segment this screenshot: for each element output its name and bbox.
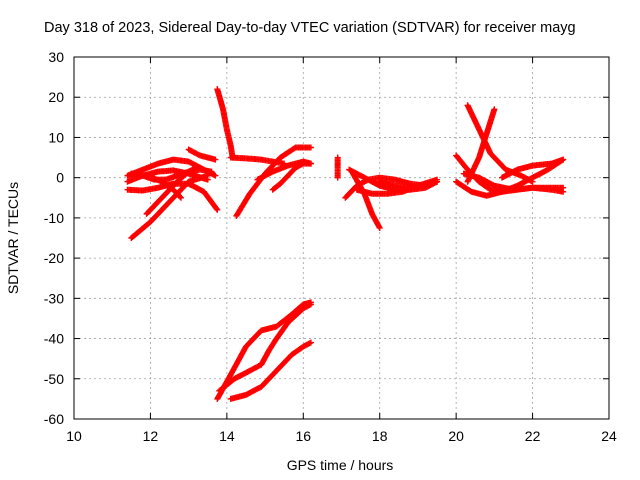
series-arc-09: [214, 86, 236, 161]
series-arc-19: [376, 178, 441, 191]
x-tick-label: 10: [66, 428, 82, 444]
data-point: [177, 193, 184, 200]
y-tick-label: -20: [44, 250, 64, 266]
y-tick-label: 10: [48, 129, 64, 145]
data-point: [178, 194, 184, 201]
y-tick-label: -40: [44, 331, 64, 347]
y-tick-label: 20: [48, 89, 64, 105]
x-tick-label: 18: [372, 428, 388, 444]
x-tick-label: 20: [448, 428, 464, 444]
data-point: [560, 156, 567, 163]
series-arc-22: [464, 106, 498, 185]
data-point: [193, 164, 200, 171]
data-point: [204, 172, 211, 179]
data-point: [213, 205, 220, 212]
data-point: [560, 188, 567, 195]
data-point: [307, 160, 314, 167]
plot-frame: [73, 56, 610, 420]
data-point: [208, 168, 215, 175]
series-arc-13: [269, 160, 314, 193]
data-point: [334, 174, 341, 181]
y-tick-label: -10: [44, 210, 64, 226]
data-point: [214, 206, 221, 213]
series-arc-24: [460, 170, 567, 195]
x-axis-label: GPS time / hours: [287, 457, 394, 473]
x-tick-label: 16: [295, 428, 311, 444]
data-point: [434, 178, 441, 185]
series-arc-14: [334, 154, 341, 181]
series-arc-28: [227, 339, 314, 402]
y-axis-label: SDTVAR / TECUs: [5, 182, 21, 294]
axis-ticks: [73, 56, 610, 420]
series-arc-06: [143, 164, 200, 217]
y-tick-label: 0: [56, 170, 64, 186]
y-tick-label: -30: [44, 290, 64, 306]
data-point: [307, 144, 314, 151]
data-point: [307, 301, 314, 308]
data-point: [307, 339, 314, 346]
series-arc-08: [185, 146, 219, 163]
x-tick-label: 12: [143, 428, 159, 444]
series-arc-05: [128, 172, 211, 241]
tick-labels: 10 12 14 16 18 20 22 24 -60 -50 -40 -30 -20 -10 0 10 20 3…: [44, 49, 617, 444]
x-tick-label: 22: [525, 428, 541, 444]
y-tick-label: -50: [44, 371, 64, 387]
series-arc-27: [216, 301, 314, 394]
y-tick-label: -60: [44, 411, 64, 427]
x-tick-label: 14: [219, 428, 235, 444]
series-arc-25: [499, 156, 567, 181]
chart-title: Day 318 of 2023, Sidereal Day-to-day VTE…: [44, 20, 576, 36]
y-tick-label: 30: [48, 49, 64, 65]
series-arc-07: [128, 170, 184, 201]
data-series-layer: [124, 86, 567, 402]
data-point: [376, 224, 383, 231]
data-point: [212, 156, 219, 163]
data-point: [491, 106, 498, 113]
data-point: [212, 172, 219, 179]
x-tick-label: 24: [601, 428, 617, 444]
